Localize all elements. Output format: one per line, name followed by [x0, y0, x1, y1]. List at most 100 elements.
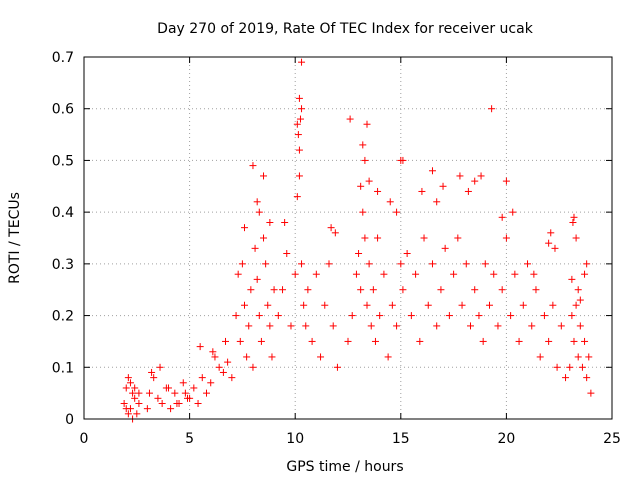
data-point [498, 286, 506, 294]
data-point [445, 312, 453, 320]
data-point [578, 363, 586, 371]
data-point [255, 208, 263, 216]
data-point [135, 389, 143, 397]
data-point [418, 187, 426, 195]
data-point [232, 312, 240, 320]
data-point [274, 312, 282, 320]
data-point [312, 270, 320, 278]
data-point [126, 379, 134, 387]
y-tick-label: 0.5 [52, 153, 74, 169]
data-point [194, 399, 202, 407]
data-point [131, 384, 139, 392]
data-point [374, 187, 382, 195]
y-tick-label: 0.4 [52, 205, 74, 221]
data-point [570, 213, 578, 221]
data-point [481, 260, 489, 268]
y-tick-label: 0.7 [52, 50, 74, 66]
y-tick-label: 0.2 [52, 309, 74, 325]
data-point [464, 187, 472, 195]
data-point [540, 312, 548, 320]
data-point [171, 389, 179, 397]
data-point [202, 389, 210, 397]
data-point [158, 399, 166, 407]
data-point [179, 379, 187, 387]
data-point [488, 105, 496, 113]
data-point [365, 260, 373, 268]
data-point [365, 177, 373, 185]
data-point [344, 337, 352, 345]
data-point [154, 394, 162, 402]
data-point [428, 260, 436, 268]
data-point [498, 213, 506, 221]
data-point [511, 270, 519, 278]
data-point [295, 172, 303, 180]
data-point [367, 322, 375, 330]
data-point [281, 218, 289, 226]
data-point [549, 301, 557, 309]
data-point [581, 270, 589, 278]
data-point [380, 270, 388, 278]
data-point [241, 224, 249, 232]
data-point [156, 363, 164, 371]
data-point [262, 260, 270, 268]
data-point [196, 343, 204, 351]
data-point [186, 394, 194, 402]
data-point [359, 208, 367, 216]
data-point [399, 156, 407, 164]
data-point [502, 177, 510, 185]
y-tick-label: 0.3 [52, 257, 74, 273]
data-point [247, 286, 255, 294]
data-point [407, 312, 415, 320]
data-point [333, 363, 341, 371]
data-point [532, 286, 540, 294]
data-point [122, 384, 130, 392]
data-point [458, 301, 466, 309]
data-point [150, 374, 158, 382]
data-point [585, 353, 593, 361]
data-point [572, 301, 580, 309]
data-point [371, 337, 379, 345]
data-point [270, 286, 278, 294]
data-point [352, 270, 360, 278]
data-point [243, 353, 251, 361]
data-point [515, 337, 523, 345]
data-point [308, 337, 316, 345]
data-point [295, 146, 303, 154]
data-point [133, 410, 141, 418]
x-tick-label: 10 [286, 431, 304, 447]
data-point [291, 270, 299, 278]
data-point [384, 353, 392, 361]
data-point [361, 234, 369, 242]
data-point [251, 244, 259, 252]
data-point [331, 229, 339, 237]
data-point [528, 322, 536, 330]
data-point [296, 115, 304, 123]
data-point [304, 286, 312, 294]
data-point [562, 374, 570, 382]
data-point [386, 198, 394, 206]
data-point [399, 286, 407, 294]
x-tick-label: 0 [80, 431, 89, 447]
data-point [363, 120, 371, 128]
data-point [583, 260, 591, 268]
data-point [190, 384, 198, 392]
data-point [536, 353, 544, 361]
data-point [215, 363, 223, 371]
data-point [361, 156, 369, 164]
data-point [587, 389, 595, 397]
data-point [557, 322, 565, 330]
data-point [124, 410, 132, 418]
data-point [348, 312, 356, 320]
data-point [249, 363, 257, 371]
data-point [471, 286, 479, 294]
data-point [551, 244, 559, 252]
x-tick-label: 15 [392, 431, 410, 447]
data-point [486, 301, 494, 309]
data-point [241, 301, 249, 309]
data-point [120, 399, 128, 407]
data-point [287, 322, 295, 330]
x-tick-label: 5 [185, 431, 194, 447]
data-point [545, 337, 553, 345]
y-tick-label: 0 [65, 412, 74, 428]
